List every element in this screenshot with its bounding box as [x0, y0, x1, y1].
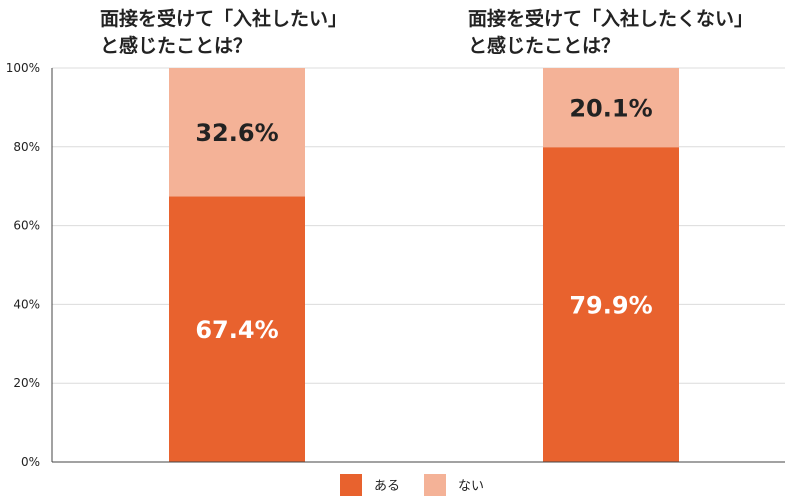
bar-segment — [169, 68, 305, 197]
legend-label: ある — [374, 479, 400, 494]
data-label: 67.4% — [195, 316, 278, 344]
category-title-line: と感じたことは？ — [468, 34, 620, 57]
category-title-line: 面接を受けて「入社したい」 — [100, 7, 347, 30]
category-title-line: と感じたことは？ — [100, 34, 252, 57]
y-tick-label: 100% — [6, 61, 40, 75]
y-tick-label: 80% — [13, 140, 40, 154]
bars: 67.4% 32.6% 79.9% 20.1% — [169, 68, 679, 462]
y-tick-label: 20% — [13, 376, 40, 390]
y-axis-ticks: 0% 20% 40% 60% 80% 100% — [6, 61, 40, 469]
bar-segment — [543, 68, 679, 148]
data-label: 32.6% — [195, 119, 278, 147]
bar-segment — [169, 196, 305, 462]
bar-segment — [543, 147, 679, 462]
legend-label: ない — [458, 479, 484, 494]
y-tick-label: 0% — [21, 455, 40, 469]
legend-swatch — [340, 474, 362, 496]
data-label: 79.9% — [569, 292, 652, 320]
legend-swatch — [424, 474, 446, 496]
y-tick-label: 40% — [13, 297, 40, 311]
legend: ある ない — [340, 474, 484, 496]
category-titles: 面接を受けて「入社したい」と感じたことは？面接を受けて「入社したくない」と感じた… — [100, 7, 753, 57]
data-label: 20.1% — [569, 95, 652, 123]
category-title-line: 面接を受けて「入社したくない」 — [468, 7, 753, 30]
y-tick-label: 60% — [13, 219, 40, 233]
